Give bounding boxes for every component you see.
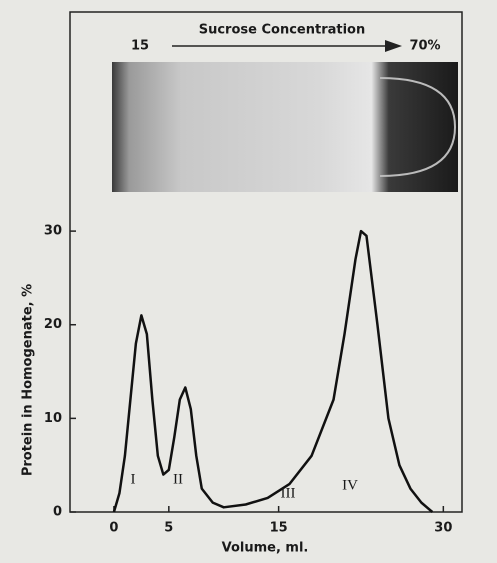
x-tick-label: 5	[164, 521, 173, 536]
y-tick-label: 30	[44, 224, 62, 239]
x-axis-label: Volume, ml.	[222, 541, 309, 556]
x-tick-label: 30	[434, 521, 452, 536]
frame	[69, 11, 463, 513]
y-tick-label: 10	[44, 411, 62, 426]
arrow-head	[385, 40, 402, 52]
peak-label: I	[131, 471, 136, 487]
peak-label: IV	[342, 477, 358, 493]
y-axis-label: Protein in Homogenate, %	[21, 284, 36, 476]
tube-end	[379, 77, 457, 177]
chart-title: Sucrose Concentration	[199, 23, 366, 38]
x-tick-label: 15	[270, 521, 288, 536]
tube-photo	[112, 62, 458, 192]
x-tick-label: 0	[109, 521, 118, 536]
y-tick-label: 20	[44, 317, 62, 332]
peak-label: III	[281, 485, 296, 501]
gradient-end: 70%	[409, 39, 440, 54]
gradient-start: 15	[131, 39, 149, 54]
peak-label: II	[173, 471, 183, 487]
y-tick-label: 0	[53, 505, 62, 520]
data-line	[112, 229, 434, 513]
